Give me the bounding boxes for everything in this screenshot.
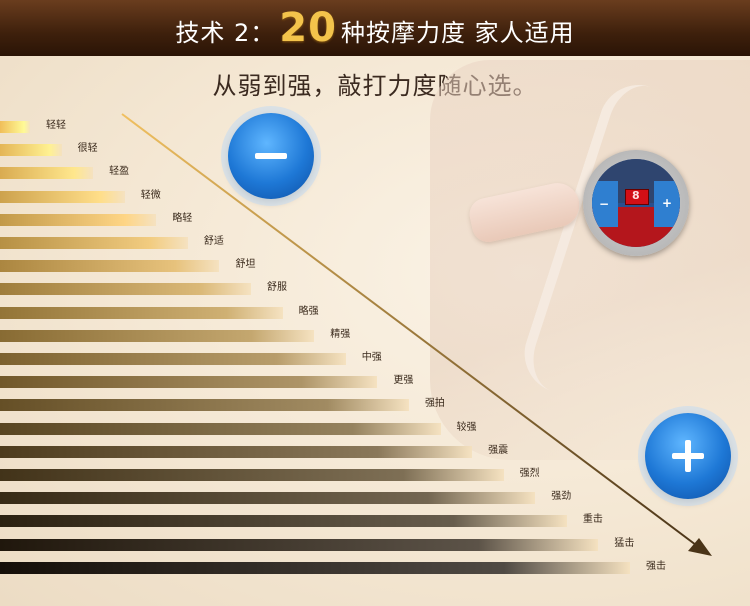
intensity-bar-label: 猛击 xyxy=(614,537,635,549)
controller-display-text: 8 xyxy=(632,189,640,202)
intensity-bar-label: 轻盈 xyxy=(109,166,130,178)
banner-number: 20 xyxy=(279,5,337,51)
intensity-bar xyxy=(0,329,315,342)
intensity-bar-label: 强烈 xyxy=(519,468,540,479)
intensity-bar-label: 舒适 xyxy=(203,236,224,247)
intensity-bar xyxy=(0,353,346,365)
intensity-bar xyxy=(0,144,62,157)
intensity-bar xyxy=(0,190,125,203)
intensity-bar-label: 强击 xyxy=(646,560,666,572)
intensity-bar xyxy=(0,376,378,389)
banner-prefix: 技术 2： xyxy=(175,19,276,47)
banner-suffix: 种按摩力度 家人适用 xyxy=(340,19,575,47)
intensity-bar-label: 很轻 xyxy=(77,143,98,155)
intensity-bar-label: 较强 xyxy=(456,421,477,433)
plus-button-icon xyxy=(645,413,731,499)
controller-minus-icon: − xyxy=(599,197,610,211)
intensity-bar xyxy=(0,213,157,226)
intensity-bar-label: 精强 xyxy=(330,328,351,340)
intensity-bar xyxy=(0,538,599,551)
intensity-bar-label: 略轻 xyxy=(172,212,193,224)
intensity-bar xyxy=(0,469,504,481)
intensity-bar-label: 轻轻 xyxy=(46,120,66,131)
intensity-bar xyxy=(0,121,30,133)
top-banner: 技术 2： 20 种按摩力度 家人适用 xyxy=(0,0,750,56)
controller-plus-icon: + xyxy=(662,196,673,210)
intensity-bar xyxy=(0,260,220,273)
intensity-bar-label: 强劲 xyxy=(551,491,572,503)
minus-button-icon xyxy=(228,113,314,199)
intensity-bar-label: 更强 xyxy=(393,375,414,387)
intensity-bar-label: 轻微 xyxy=(140,189,161,201)
controller-right-button xyxy=(654,181,680,227)
controller-face: 8 − + xyxy=(592,159,680,247)
controller-display: 8 xyxy=(625,189,649,205)
intensity-bar xyxy=(0,306,283,319)
intensity-bar xyxy=(0,561,630,574)
intensity-bar-label: 重击 xyxy=(582,514,603,526)
intensity-bar xyxy=(0,399,409,412)
intensity-bar-label: 舒服 xyxy=(267,282,288,294)
controller-left-button xyxy=(592,181,618,227)
intensity-bar xyxy=(0,422,441,435)
intensity-bar xyxy=(0,283,252,296)
intensity-bar-label: 中强 xyxy=(361,352,382,363)
intensity-bar xyxy=(0,515,567,528)
intensity-bar-label: 舒坦 xyxy=(235,259,256,271)
intensity-bar-label: 强震 xyxy=(488,444,509,456)
intensity-bar-label: 略强 xyxy=(298,305,319,317)
intensity-bar xyxy=(0,492,536,505)
banner-title: 技术 2： 20 种按摩力度 家人适用 xyxy=(175,8,574,48)
intensity-bar xyxy=(0,445,473,458)
intensity-bar xyxy=(0,237,188,249)
remote-controller: 8 − + xyxy=(583,150,689,256)
intensity-bar xyxy=(0,167,94,180)
intensity-bar-label: 强拍 xyxy=(424,398,445,410)
massage-chair-backrest xyxy=(430,60,750,460)
